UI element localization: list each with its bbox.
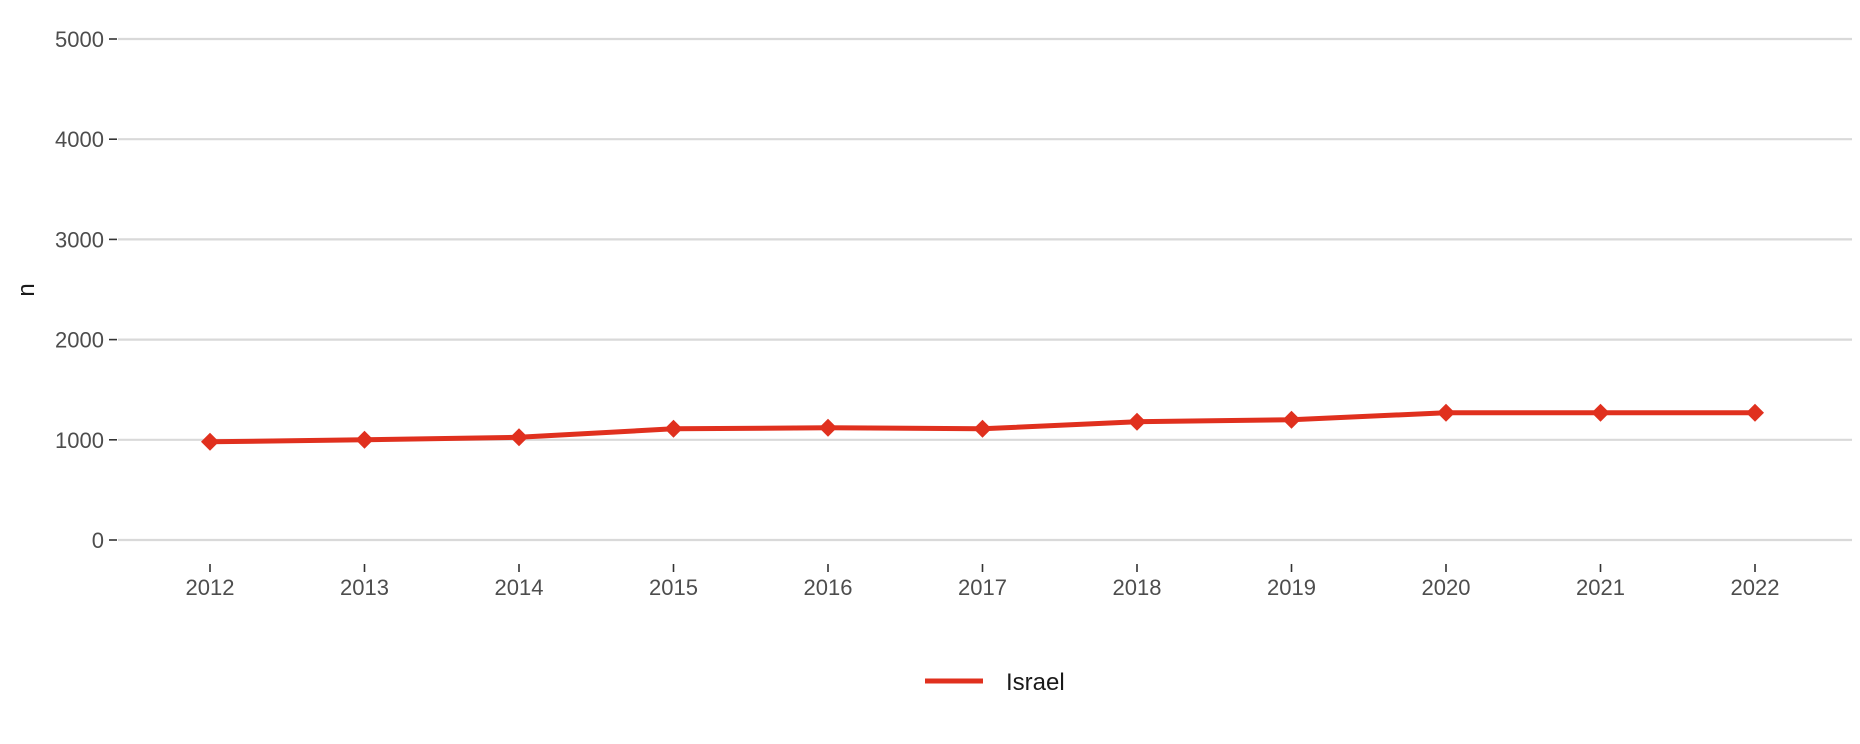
data-point-2016 bbox=[819, 418, 837, 437]
y-tick-label: 1000 bbox=[55, 428, 104, 453]
x-tick-label: 2013 bbox=[340, 575, 389, 600]
legend-label-israel: Israel bbox=[1006, 669, 1065, 696]
y-tick-label: 3000 bbox=[55, 227, 104, 252]
data-point-2019 bbox=[1282, 410, 1301, 429]
data-point-2022 bbox=[1746, 403, 1764, 422]
data-point-2021 bbox=[1591, 403, 1610, 422]
x-tick-label: 2017 bbox=[958, 575, 1007, 600]
data-point-2020 bbox=[1437, 403, 1455, 422]
x-tick-label: 2018 bbox=[1113, 575, 1162, 600]
x-tick-label: 2016 bbox=[804, 575, 853, 600]
data-point-2017 bbox=[973, 419, 992, 438]
x-tick-label: 2020 bbox=[1422, 575, 1471, 600]
data-point-2015 bbox=[664, 419, 683, 438]
y-tick-label: 2000 bbox=[55, 328, 104, 353]
gridlines bbox=[118, 37, 1852, 542]
x-axis: 2012 2013 2014 2015 2016 2017 2018 2019 2020 2021… bbox=[186, 564, 1780, 600]
x-tick-label: 2015 bbox=[649, 575, 698, 600]
data-point-2018 bbox=[1128, 412, 1146, 431]
data-point-2012 bbox=[201, 432, 219, 451]
y-tick-label: 5000 bbox=[55, 27, 104, 52]
legend: Israel bbox=[925, 669, 1065, 696]
data-point-2014 bbox=[510, 428, 528, 447]
x-tick-label: 2019 bbox=[1267, 575, 1316, 600]
y-tick-label: 4000 bbox=[55, 127, 104, 152]
x-tick-label: 2022 bbox=[1731, 575, 1780, 600]
data-point-2013 bbox=[355, 430, 374, 449]
y-tick-label: 0 bbox=[92, 528, 104, 553]
x-tick-label: 2012 bbox=[186, 575, 235, 600]
y-axis: 0 1000 2000 3000 4000 5000 bbox=[55, 27, 117, 553]
series-layer bbox=[201, 403, 1764, 451]
x-tick-label: 2014 bbox=[495, 575, 544, 600]
y-axis-title: n bbox=[13, 283, 40, 296]
x-tick-label: 2021 bbox=[1576, 575, 1625, 600]
